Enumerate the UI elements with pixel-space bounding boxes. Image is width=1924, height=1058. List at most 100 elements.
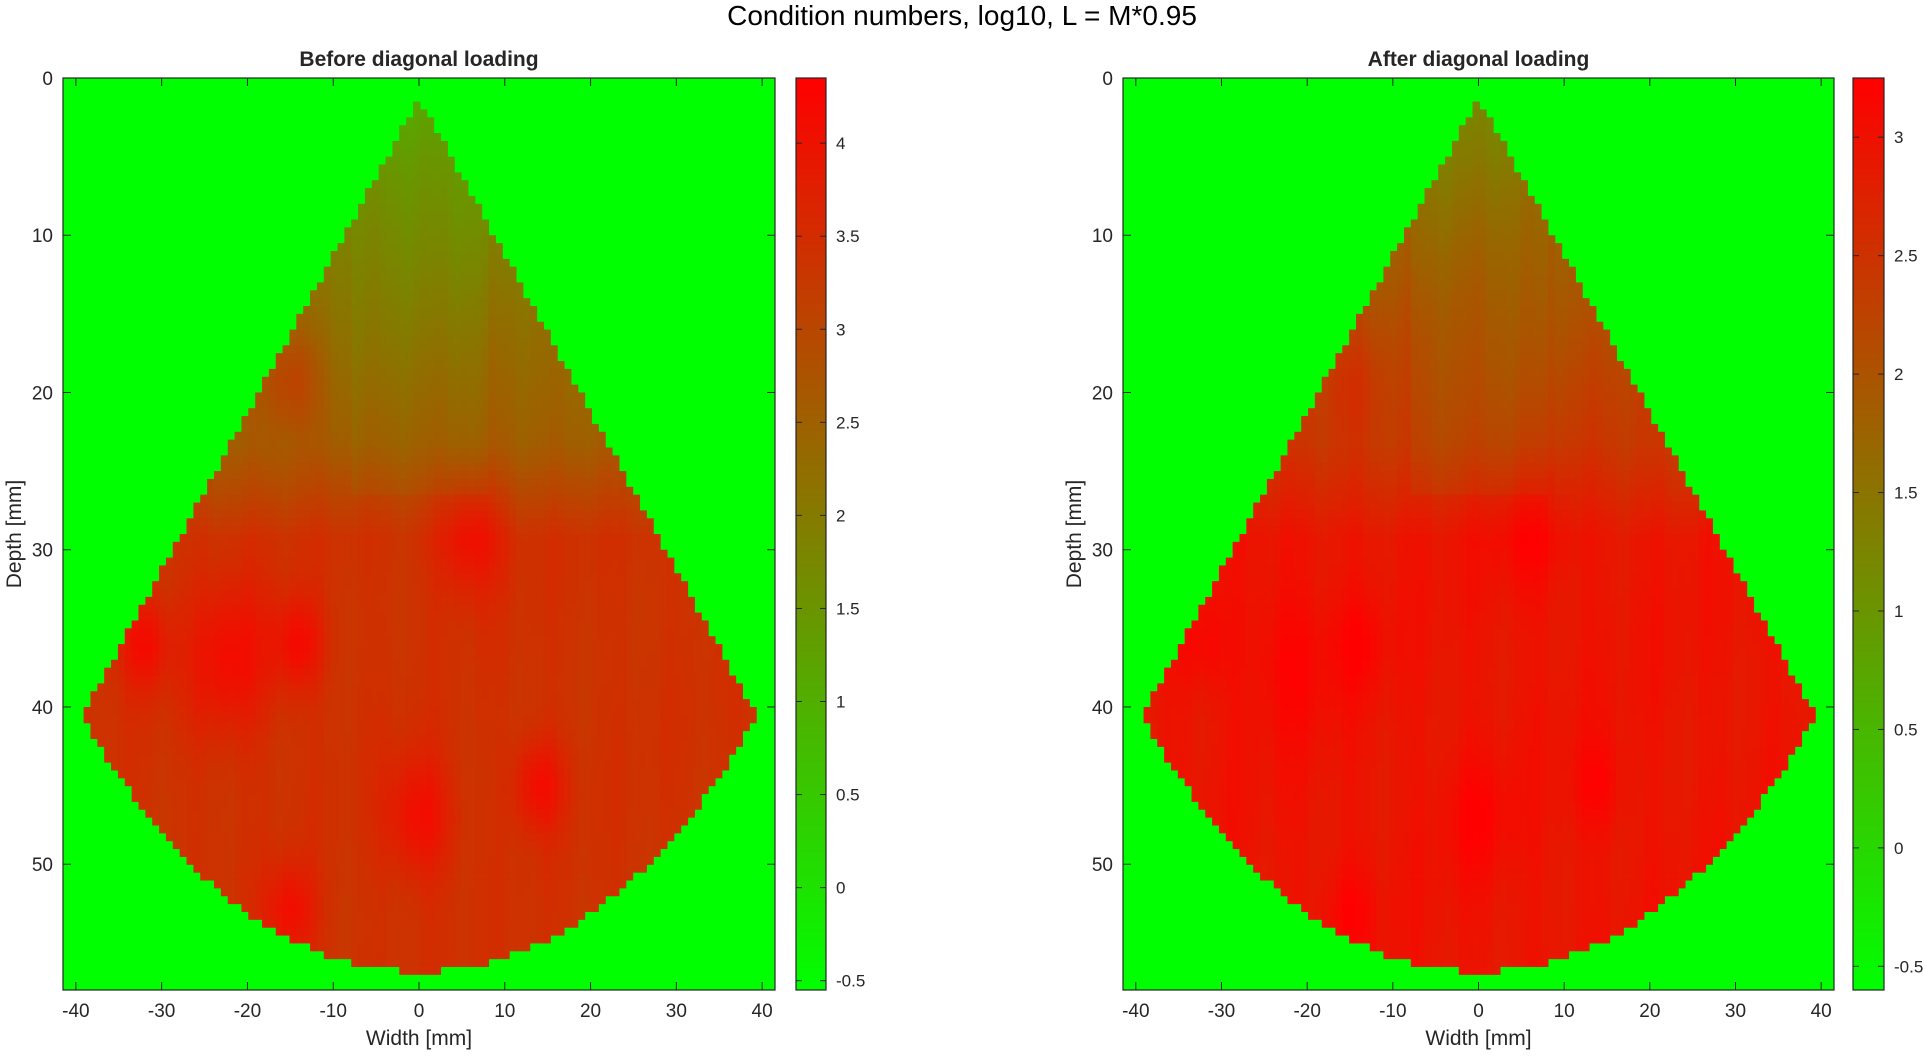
heatmap-cell (227, 628, 236, 637)
heatmap-cell (488, 604, 496, 614)
heatmap-cell (241, 675, 249, 684)
heatmap-cell (303, 534, 311, 543)
heatmap-cell (454, 636, 462, 645)
heatmap-cell (399, 211, 407, 221)
heatmap-cell (392, 266, 400, 276)
heatmap-cell (262, 777, 270, 787)
heatmap-cell (461, 683, 469, 692)
heatmap-cell (193, 502, 201, 512)
heatmap-cell (364, 306, 373, 315)
heatmap-cell (515, 549, 524, 559)
heatmap-cell (117, 738, 126, 747)
heatmap-cell (440, 227, 448, 236)
heatmap-cell (378, 250, 387, 260)
heatmap-cell (529, 502, 538, 512)
heatmap-cell (502, 494, 510, 504)
heatmap-cell (351, 510, 359, 519)
heatmap-cell (337, 274, 345, 284)
heatmap-cell (310, 534, 318, 543)
heatmap-cell (467, 714, 476, 724)
heatmap-cell (241, 510, 249, 519)
heatmap-cell (392, 156, 400, 166)
heatmap-cell (282, 769, 291, 779)
heatmap-cell (543, 431, 551, 441)
heatmap-cell (406, 140, 414, 150)
heatmap-cell (563, 534, 572, 543)
heatmap-cell (344, 612, 352, 622)
heatmap-cell (124, 769, 133, 779)
heatmap-cell (563, 549, 572, 559)
heatmap-cell (159, 683, 167, 692)
heatmap-cell (639, 706, 647, 716)
heatmap-cell (591, 573, 599, 582)
heatmap-cell (598, 486, 606, 496)
heatmap-cell (474, 494, 483, 504)
heatmap-cell (543, 463, 551, 472)
heatmap-cell (371, 706, 380, 716)
heatmap-cell (515, 596, 524, 606)
heatmap-cell (227, 534, 236, 543)
heatmap-cell (454, 243, 462, 252)
heatmap-cell (653, 596, 661, 606)
heatmap-cell (364, 738, 373, 747)
heatmap-cell (701, 659, 709, 669)
heatmap-cell (220, 565, 229, 574)
heatmap-cell (653, 762, 661, 771)
heatmap-cell (557, 722, 565, 732)
heatmap-cell (721, 762, 730, 771)
heatmap-cell (481, 416, 490, 425)
heatmap-cell (200, 502, 208, 512)
heatmap-cell (289, 620, 297, 629)
heatmap-cell (522, 746, 531, 755)
heatmap-cell (440, 691, 448, 700)
heatmap-cell (323, 769, 332, 779)
heatmap-cell (268, 651, 277, 661)
heatmap-cell (330, 510, 339, 519)
heatmap-cell (653, 573, 661, 582)
heatmap-cell (413, 384, 421, 394)
heatmap-cell (179, 769, 188, 779)
heatmap-cell (515, 777, 524, 787)
heatmap-cell (316, 659, 325, 669)
heatmap-cell (488, 636, 496, 645)
heatmap-cell (399, 306, 407, 315)
heatmap-cell (467, 738, 476, 747)
heatmap-cell (646, 769, 654, 779)
heatmap-cell (406, 172, 414, 181)
heatmap-cell (461, 549, 469, 559)
heatmap-cell (612, 518, 620, 527)
heatmap-cell (337, 628, 345, 637)
heatmap-cell (660, 722, 668, 732)
heatmap-cell (406, 769, 414, 779)
heatmap-cell (646, 557, 654, 567)
heatmap-cell (584, 762, 593, 771)
heatmap-cell (330, 659, 339, 669)
heatmap-cell (557, 494, 565, 504)
heatmap-cell (392, 408, 400, 417)
heatmap-cell (179, 793, 188, 802)
heatmap-cell (509, 486, 517, 496)
heatmap-cell (200, 557, 208, 567)
heatmap-cell (282, 557, 291, 567)
heatmap-cell (282, 651, 291, 661)
heatmap-cell (618, 793, 627, 802)
heatmap-cell (419, 534, 428, 543)
heatmap-cell (653, 769, 661, 779)
heatmap-cell (268, 785, 277, 795)
heatmap-cell (289, 400, 297, 409)
heatmap-cell (461, 801, 469, 810)
heatmap-cell (310, 502, 318, 512)
heatmap-cell (241, 659, 249, 669)
heatmap-cell (577, 730, 586, 740)
heatmap-cell (358, 636, 366, 645)
heatmap-cell (502, 596, 510, 606)
heatmap-cell (474, 699, 483, 708)
heatmap-cell (179, 754, 188, 763)
heatmap-cell (454, 722, 462, 732)
heatmap-cell (310, 549, 318, 559)
heatmap-cell (262, 526, 270, 535)
heatmap-cell (241, 604, 249, 614)
heatmap-cell (495, 274, 503, 284)
heatmap-cell (488, 683, 496, 692)
heatmap-cell (364, 313, 373, 323)
